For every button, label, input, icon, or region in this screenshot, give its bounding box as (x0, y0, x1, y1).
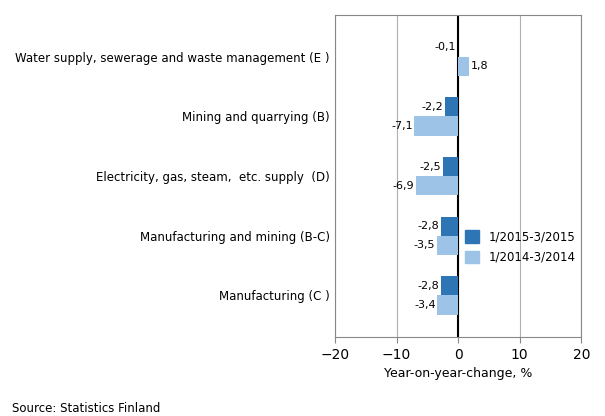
Bar (457, 38, 458, 57)
Text: -3,4: -3,4 (414, 300, 436, 310)
Text: -2,2: -2,2 (421, 102, 443, 112)
Text: -7,1: -7,1 (391, 121, 413, 131)
Bar (441, 217, 458, 236)
Bar (437, 236, 458, 255)
Bar (437, 295, 458, 314)
Bar (414, 116, 458, 136)
Bar (441, 276, 458, 295)
Bar (445, 97, 458, 116)
Bar (443, 157, 458, 176)
Text: Source: Statistics Finland: Source: Statistics Finland (12, 402, 160, 415)
X-axis label: Year-on-year-change, %: Year-on-year-change, % (384, 367, 532, 380)
Bar (416, 176, 458, 195)
Text: -2,8: -2,8 (417, 281, 439, 291)
Bar (458, 57, 469, 76)
Text: -2,5: -2,5 (420, 161, 441, 171)
Text: 1,8: 1,8 (471, 61, 488, 71)
Text: -2,8: -2,8 (417, 221, 439, 231)
Text: -6,9: -6,9 (393, 181, 414, 191)
Text: -3,5: -3,5 (414, 240, 435, 250)
Text: -0,1: -0,1 (434, 42, 456, 52)
Legend: 1/2015-3/2015, 1/2014-3/2014: 1/2015-3/2015, 1/2014-3/2014 (465, 230, 575, 264)
